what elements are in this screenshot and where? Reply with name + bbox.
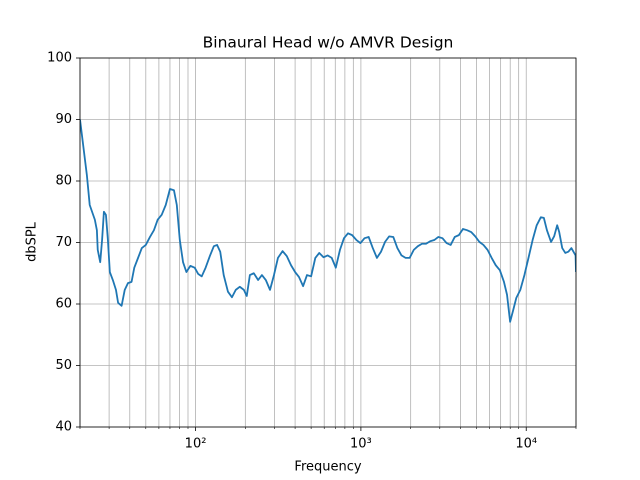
line <box>80 119 576 323</box>
x-tick-label: 10² <box>185 437 207 452</box>
x-tick-label: 10³ <box>350 437 372 452</box>
y-axis-label: dbSPL <box>25 221 40 262</box>
chart-title: Binaural Head w/o AMVR Design <box>203 34 454 52</box>
y-tick-label: 50 <box>55 358 72 373</box>
y-tick-label: 90 <box>55 112 72 127</box>
y-tick-label: 80 <box>55 174 72 189</box>
y-tick-label: 40 <box>55 420 72 435</box>
x-axis-label: Frequency <box>294 460 361 475</box>
plot-frame <box>79 57 577 428</box>
x-tick-label: 10⁴ <box>515 437 537 452</box>
y-tick-label: 100 <box>47 51 72 66</box>
y-tick-label: 60 <box>55 297 72 312</box>
y-tick-label: 70 <box>55 235 72 250</box>
